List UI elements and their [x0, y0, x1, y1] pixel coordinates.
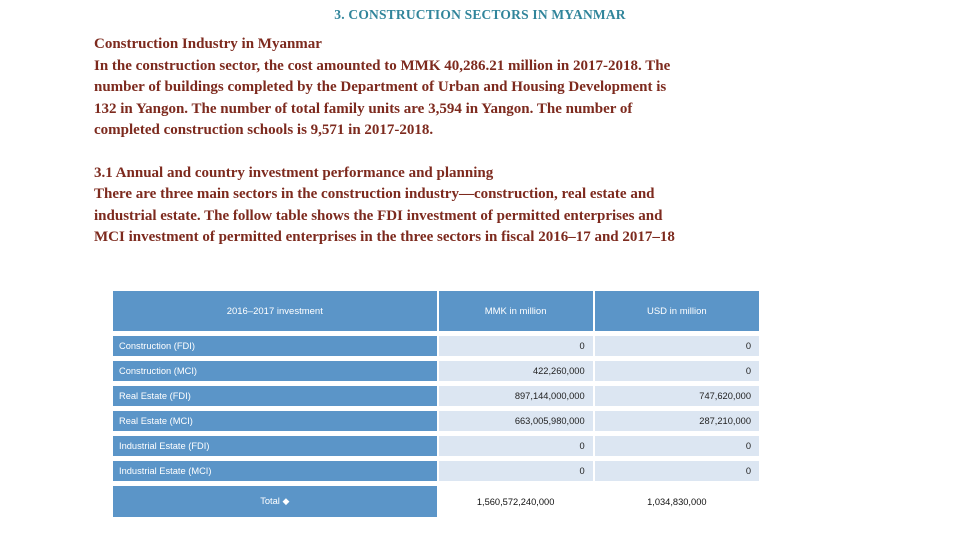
- row-mmk-value: 897,144,000,000: [438, 386, 593, 406]
- header-investment: 2016–2017 investment: [113, 291, 437, 331]
- total-row: Total ◆ 1,560,572,240,000 1,034,830,000: [113, 486, 759, 517]
- row-usd-value: 0: [594, 361, 759, 381]
- row-usd-value: 0: [594, 461, 759, 481]
- total-usd-value: 1,034,830,000: [594, 486, 759, 517]
- header-mmk: MMK in million: [438, 291, 593, 331]
- text-line: There are three main sectors in the cons…: [94, 186, 655, 202]
- row-usd-value: 747,620,000: [594, 386, 759, 406]
- header-usd: USD in million: [594, 291, 759, 331]
- table-row: Construction (MCI) 422,260,000 0: [113, 361, 759, 381]
- row-mmk-value: 0: [438, 436, 593, 456]
- paragraph-investment-performance: 3.1 Annual and country investment perfor…: [94, 163, 818, 249]
- row-mmk-value: 0: [438, 461, 593, 481]
- row-usd-value: 0: [594, 336, 759, 356]
- row-label: Real Estate (FDI): [113, 386, 437, 406]
- row-mmk-value: 422,260,000: [438, 361, 593, 381]
- text-line: In the construction sector, the cost amo…: [94, 57, 671, 74]
- body-text: Construction Industry in Myanmar In the c…: [94, 34, 818, 270]
- row-label: Industrial Estate (MCI): [113, 461, 437, 481]
- table-row: Industrial Estate (FDI) 0 0: [113, 436, 759, 456]
- table-row: Construction (FDI) 0 0: [113, 336, 759, 356]
- table-header-row: 2016–2017 investment MMK in million USD …: [113, 291, 759, 331]
- total-mmk-value: 1,560,572,240,000: [438, 486, 593, 517]
- diamond-icon: ◆: [282, 496, 290, 506]
- text-line: number of buildings completed by the Dep…: [94, 79, 667, 95]
- text-line: 3.1 Annual and country investment perfor…: [94, 164, 494, 181]
- row-mmk-value: 663,005,980,000: [438, 411, 593, 431]
- text-line: industrial estate. The follow table show…: [94, 207, 663, 224]
- row-usd-value: 0: [594, 436, 759, 456]
- row-label: Construction (FDI): [113, 336, 437, 356]
- row-mmk-value: 0: [438, 336, 593, 356]
- table-row: Industrial Estate (MCI) 0 0: [113, 461, 759, 481]
- row-usd-value: 287,210,000: [594, 411, 759, 431]
- text-line: MCI investment of permitted enterprises …: [94, 229, 675, 245]
- paragraph-construction-industry: Construction Industry in Myanmar In the c…: [94, 34, 818, 142]
- row-label: Construction (MCI): [113, 361, 437, 381]
- total-label-text: Total: [260, 496, 280, 506]
- row-label: Real Estate (MCI): [113, 411, 437, 431]
- investment-table-wrap: 2016–2017 investment MMK in million USD …: [111, 286, 761, 522]
- investment-table: 2016–2017 investment MMK in million USD …: [111, 286, 761, 522]
- text-line: 132 in Yangon. The number of total famil…: [94, 100, 633, 117]
- text-line: Construction Industry in Myanmar: [94, 36, 322, 52]
- table-row: Real Estate (FDI) 897,144,000,000 747,620,…: [113, 386, 759, 406]
- row-label: Industrial Estate (FDI): [113, 436, 437, 456]
- text-line: completed construction schools is 9,571 …: [94, 122, 434, 138]
- total-label: Total ◆: [113, 486, 437, 517]
- table-row: Real Estate (MCI) 663,005,980,000 287,210,…: [113, 411, 759, 431]
- slide-title: 3. CONSTRUCTION SECTORS IN MYANMAR: [334, 7, 626, 22]
